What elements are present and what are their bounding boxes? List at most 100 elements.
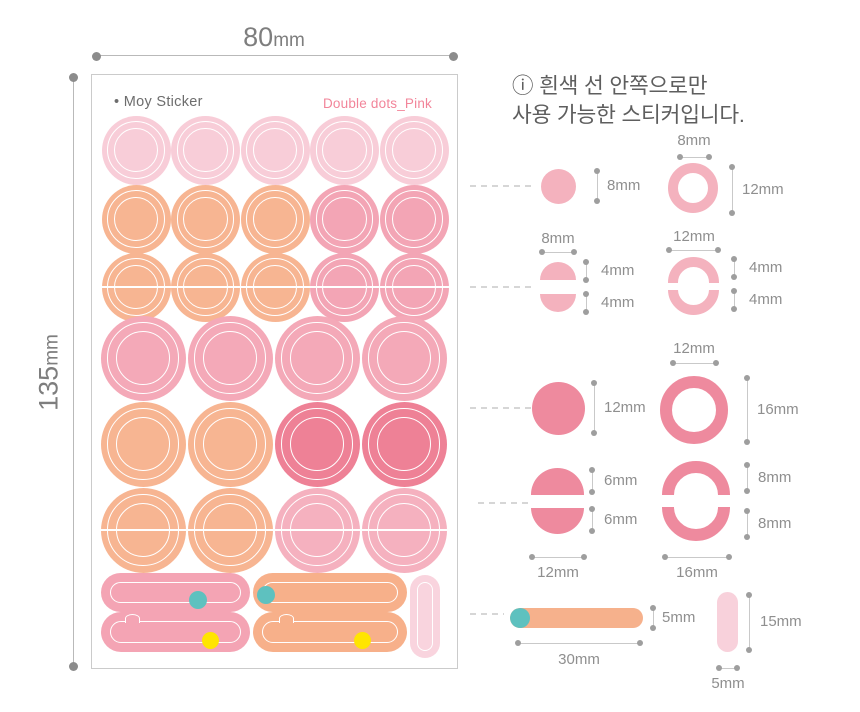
dim-line-horizontal [665,556,729,558]
dim-dot [637,640,643,646]
pill-cut-outline [417,582,433,651]
cut-line-inner [322,196,367,242]
brand-bullet: • [114,94,120,110]
dim-line-vertical [652,608,654,628]
dim-text: 8mm [607,177,641,194]
spec-pill [717,592,738,652]
dim-dot [731,256,737,262]
sticker-double-dot [310,184,379,254]
sticker-double-dot [101,115,171,185]
brand-text: Moy Sticker [123,94,203,110]
dim-dot [677,154,683,160]
spec-dot [531,381,585,435]
cut-line-inner [252,196,298,242]
width-value: 80 [243,22,274,52]
usage-note: ⓘ 흰색 선 안쪽으로만 사용 가능한 스티커입니다. [512,72,745,130]
cut-line-inner [391,127,437,173]
sticker-half-dot [187,487,273,573]
dim-dot [583,309,589,315]
usage-note-line2: 사용 가능한 스티커입니다. [512,103,745,127]
cut-line-outer [246,190,304,248]
half-cut-line [361,529,447,531]
height-dim-dot-bottom [68,662,78,671]
cut-line-inner [183,196,228,242]
dim-line-vertical [746,378,748,442]
half-cut-line [240,286,310,288]
cut-line-outer [385,190,443,248]
spec-ring [660,376,728,444]
bar-notch [124,614,140,623]
dim-dot [744,375,750,381]
sticker-double-dot [187,401,273,487]
half [540,262,576,280]
dim-line-vertical [593,383,595,433]
dim-line-horizontal [719,667,737,669]
cut-line-outer [281,408,353,480]
cut-line-inner [391,196,437,242]
half-cut-line [101,286,171,288]
dim-text: 15mm [760,613,802,630]
sticker-half-dot [171,252,240,322]
cut-line-inner [289,330,345,386]
cut-line-outer [194,322,266,394]
dim-line-horizontal [673,362,716,364]
sticker-bar [101,573,250,612]
dim-text: 12mm [742,181,784,198]
dim-line-vertical [733,291,735,309]
dim-text: 4mm [749,291,783,308]
dim-line-vertical [746,511,748,537]
sticker-double-dot [100,401,186,487]
dim-dot [662,554,668,560]
sticker-double-dot [274,401,360,487]
sticker-half-dot [274,487,360,573]
sticker-half-dot [310,252,379,322]
bar-color-dot [257,586,275,604]
sticker-half-dot [100,487,186,573]
half-cut-line [100,529,186,531]
dim-dot [746,647,752,653]
sticker-bar [101,612,250,652]
info-icon: ⓘ [512,74,534,98]
bar-color-dot [189,591,207,609]
dim-text: 16mm [757,401,799,418]
sticker-double-dot [101,184,171,254]
connector-dashed-line [470,185,531,187]
half-cut-line [310,286,379,288]
sticker-double-dot [240,184,310,254]
dim-text: 12mm [537,564,579,581]
cut-line-inner [376,330,432,386]
cut-line-inner [113,196,159,242]
sticker-double-dot [171,184,240,254]
dim-dot [591,430,597,436]
dim-line-vertical [748,595,750,650]
cut-line-inner [202,330,258,386]
half-cut-line [274,529,360,531]
cut-line-outer [281,322,353,394]
half [667,289,719,315]
dim-dot [744,534,750,540]
dim-dot [581,554,587,560]
dim-dot [744,508,750,514]
dim-dot [591,380,597,386]
dim-line-vertical [596,171,598,201]
half [530,507,584,534]
half [540,294,576,312]
height-value: 135 [33,365,64,411]
cut-line-outer [315,121,374,179]
sticker-double-dot [361,401,447,487]
dim-line-vertical [591,509,593,531]
dim-text: 4mm [601,262,635,279]
cut-line-outer [194,408,266,480]
dim-line-vertical [591,470,593,492]
spec-dot [540,168,576,204]
dim-line-horizontal [542,251,574,253]
dim-line-horizontal [518,642,640,644]
sticker-double-dot [310,115,379,185]
spec-half-ring-top [662,461,730,495]
sticker-double-dot [379,184,449,254]
connector-dashed-line [478,502,528,504]
dim-dot [583,291,589,297]
sticker-bar [253,573,407,612]
usage-note-line1: ⓘ 흰색 선 안쪽으로만 [512,72,745,101]
dim-text: 6mm [604,472,638,489]
